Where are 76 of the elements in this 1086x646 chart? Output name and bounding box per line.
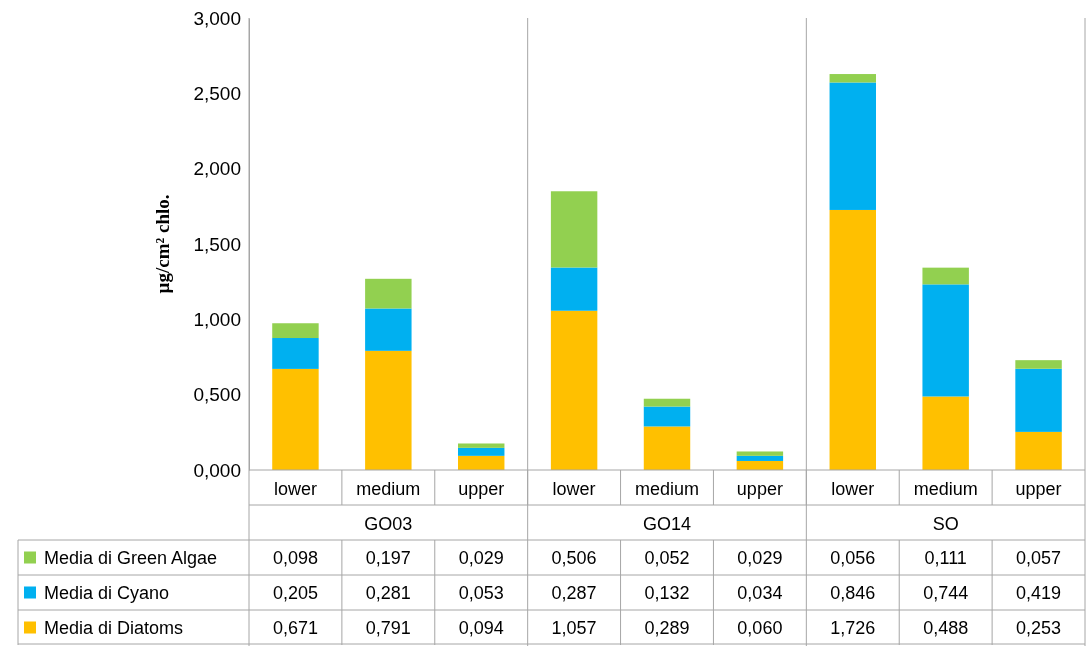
y-tick-label: 2,500 [193, 82, 241, 104]
y-tick-label: 1,000 [193, 308, 241, 330]
data-label: 0,197 [365, 547, 411, 568]
bar [643, 398, 691, 407]
bar [829, 74, 876, 83]
x-tick-label: medium [356, 478, 421, 499]
y-tick-label: 2,000 [193, 158, 241, 180]
bar [829, 82, 876, 210]
x-tick-label: lower [273, 478, 317, 499]
data-label: 0,671 [272, 617, 318, 638]
bar [365, 308, 412, 351]
data-label: 0,060 [737, 617, 783, 638]
bar [1015, 431, 1062, 470]
x-tick-label: medium [634, 478, 700, 499]
data-label: 0,034 [737, 582, 783, 603]
text: GO03 [364, 513, 413, 534]
y-axis-title: µg/cm² chlo. [152, 194, 173, 294]
bar [922, 267, 969, 285]
data-label: 0,052 [644, 547, 690, 568]
y-tick-label: 3,000 [193, 7, 241, 29]
bar [458, 455, 505, 470]
y-tick-label: 0,500 [193, 384, 241, 406]
data-label: 0,289 [644, 617, 690, 638]
data-label: 0,791 [365, 617, 411, 638]
x-tick-label: upper [458, 478, 505, 499]
data-label: 0,281 [365, 582, 411, 603]
legend-label: Media di Cyano [44, 582, 170, 603]
data-label: 0,057 [1016, 547, 1062, 568]
data-label: 0,094 [458, 617, 504, 638]
bar [829, 209, 876, 470]
data-label: 0,253 [1016, 617, 1062, 638]
text: SO [932, 513, 959, 534]
data-label: 0,098 [272, 547, 318, 568]
bar [550, 191, 598, 268]
data-label: 1,057 [551, 617, 597, 638]
bar [550, 267, 598, 311]
y-tick-label: 1,500 [193, 233, 241, 255]
bar [550, 310, 598, 470]
data-label: 0,419 [1016, 582, 1062, 603]
bar [458, 443, 505, 448]
legend-label: Media di Diatoms [44, 617, 184, 638]
data-label: 0,029 [737, 547, 783, 568]
data-label: 0,111 [924, 547, 967, 568]
data-label: 0,488 [923, 617, 969, 638]
data-label: 0,053 [458, 582, 504, 603]
data-label: 0,132 [644, 582, 690, 603]
bar [922, 396, 969, 470]
legend-label: Media di Green Algae [44, 547, 218, 568]
x-tick-label: upper [736, 478, 783, 499]
bar [643, 406, 691, 427]
bar [365, 278, 412, 309]
bar [736, 451, 784, 456]
bar [1015, 360, 1062, 369]
bar [1015, 368, 1062, 432]
data-label: 0,029 [458, 547, 504, 568]
bar [458, 447, 505, 456]
x-tick-label: upper [1015, 478, 1062, 499]
data-label: 0,287 [551, 582, 597, 603]
bar [365, 350, 412, 470]
data-label: 0,846 [830, 582, 876, 603]
data-label: 1,726 [830, 617, 876, 638]
bar [643, 426, 691, 470]
x-tick-label: lower [831, 478, 875, 499]
y-tick-label: 0,000 [193, 459, 241, 481]
data-label: 0,506 [551, 547, 597, 568]
bar [736, 455, 784, 461]
bar [922, 284, 969, 397]
bar [272, 338, 319, 369]
data-label: 0,205 [272, 582, 318, 603]
bar [272, 368, 319, 470]
x-tick-label: lower [552, 478, 596, 499]
data-label: 0,056 [830, 547, 876, 568]
x-tick-label: medium [913, 478, 978, 499]
data-label: 0,744 [923, 582, 969, 603]
text: GO14 [642, 513, 692, 534]
bar [272, 323, 319, 339]
